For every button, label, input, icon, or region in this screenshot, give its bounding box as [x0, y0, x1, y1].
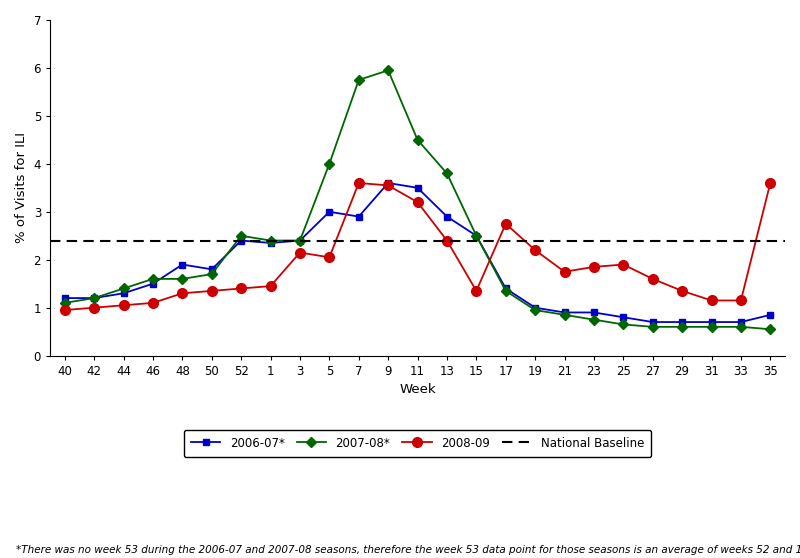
2006-07* [442, 213, 452, 220]
2007-08* [589, 316, 598, 323]
2006-07* [618, 314, 628, 321]
2006-07* [560, 309, 570, 316]
2006-07* [471, 232, 481, 239]
2008-09 [295, 249, 305, 256]
2007-08* [618, 321, 628, 328]
Line: 2007-08*: 2007-08* [62, 67, 774, 333]
2008-09 [766, 180, 775, 186]
2007-08* [266, 237, 275, 244]
2008-09 [90, 304, 99, 311]
2007-08* [295, 237, 305, 244]
2007-08* [207, 271, 217, 277]
2007-08* [442, 170, 452, 177]
Text: *There was no week 53 during the 2006-07 and 2007-08 seasons, therefore the week: *There was no week 53 during the 2006-07… [16, 545, 800, 555]
2008-09 [678, 287, 687, 294]
2008-09 [736, 297, 746, 304]
2006-07* [60, 295, 70, 301]
2008-09 [471, 287, 481, 294]
2008-09 [383, 182, 393, 189]
2008-09 [706, 297, 716, 304]
2006-07* [178, 261, 187, 268]
2006-07* [354, 213, 363, 220]
2006-07* [266, 239, 275, 246]
2008-09 [530, 247, 540, 253]
2006-07* [678, 319, 687, 325]
2007-08* [678, 324, 687, 330]
Line: 2008-09: 2008-09 [60, 178, 775, 315]
2006-07* [90, 295, 99, 301]
2007-08* [766, 326, 775, 333]
2006-07* [295, 237, 305, 244]
2007-08* [148, 276, 158, 282]
2006-07* [589, 309, 598, 316]
2008-09 [560, 268, 570, 275]
National Baseline [90, 237, 99, 244]
2007-08* [560, 311, 570, 318]
X-axis label: Week: Week [399, 383, 436, 396]
2008-09 [236, 285, 246, 292]
Line: 2006-07*: 2006-07* [62, 180, 774, 325]
2007-08* [471, 232, 481, 239]
2006-07* [207, 266, 217, 273]
2008-09 [148, 300, 158, 306]
2008-09 [442, 237, 452, 244]
2007-08* [736, 324, 746, 330]
2007-08* [501, 287, 510, 294]
2007-08* [325, 161, 334, 167]
2008-09 [501, 220, 510, 227]
2007-08* [90, 295, 99, 301]
2007-08* [706, 324, 716, 330]
2007-08* [178, 276, 187, 282]
National Baseline [60, 237, 70, 244]
2006-07* [648, 319, 658, 325]
2008-09 [648, 276, 658, 282]
2008-09 [207, 287, 217, 294]
2007-08* [530, 307, 540, 314]
2008-09 [266, 283, 275, 290]
2008-09 [354, 180, 363, 186]
2008-09 [60, 307, 70, 314]
2007-08* [648, 324, 658, 330]
2007-08* [354, 76, 363, 83]
2006-07* [118, 290, 128, 297]
2006-07* [325, 209, 334, 215]
2006-07* [148, 280, 158, 287]
2006-07* [501, 285, 510, 292]
2006-07* [736, 319, 746, 325]
2006-07* [766, 311, 775, 318]
2006-07* [383, 180, 393, 186]
2006-07* [413, 185, 422, 191]
2007-08* [118, 285, 128, 292]
2007-08* [413, 137, 422, 143]
2008-09 [589, 263, 598, 270]
2006-07* [236, 237, 246, 244]
2006-07* [530, 304, 540, 311]
Y-axis label: % of Visits for ILI: % of Visits for ILI [15, 132, 28, 243]
2007-08* [236, 232, 246, 239]
2008-09 [413, 199, 422, 205]
2008-09 [618, 261, 628, 268]
2006-07* [706, 319, 716, 325]
2007-08* [60, 300, 70, 306]
2008-09 [178, 290, 187, 297]
2008-09 [118, 302, 128, 309]
2007-08* [383, 67, 393, 74]
2008-09 [325, 254, 334, 261]
Legend: 2006-07*, 2007-08*, 2008-09, National Baseline: 2006-07*, 2007-08*, 2008-09, National Ba… [184, 430, 651, 457]
